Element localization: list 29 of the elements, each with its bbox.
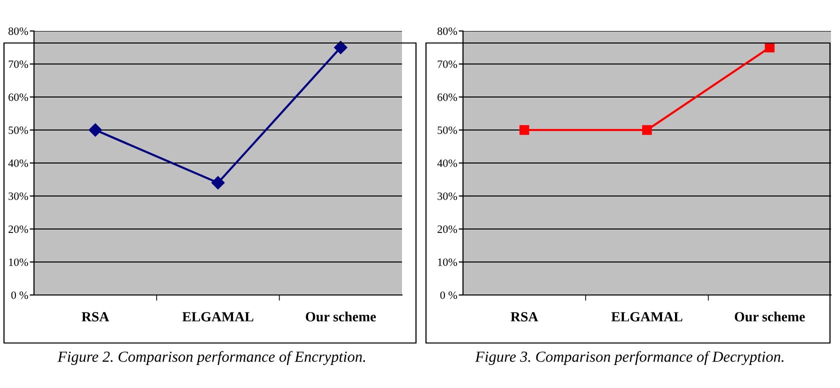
- y-tick-label: 70%: [438, 60, 458, 68]
- x-tick-label: Our scheme: [306, 312, 376, 322]
- y-tick-label: 30%: [8, 192, 28, 200]
- y-tick-label: 30%: [438, 192, 458, 200]
- x-tick-label: RSA: [510, 312, 538, 322]
- y-tick-label: 40%: [437, 159, 458, 167]
- point: [211, 176, 225, 190]
- y-tick-label: 80%: [438, 27, 458, 35]
- point: [88, 123, 102, 137]
- y-tick-label: 20%: [438, 225, 458, 233]
- x-tick-label: RSA: [82, 312, 110, 322]
- y-tick-label: 50%: [438, 126, 458, 134]
- y-tick-label: 10%: [9, 258, 28, 266]
- y-tick-label: 0 %: [440, 291, 458, 299]
- y-tick-label: 80%: [8, 27, 28, 35]
- x-tick-label: Our scheme: [734, 312, 805, 322]
- x-tick-label: ELGAMAL: [611, 312, 682, 322]
- y-tick-label: 70%: [8, 60, 28, 68]
- y-tick-label: 20%: [8, 225, 28, 233]
- y-tick-label: 50%: [8, 126, 28, 134]
- y-tick-label: 60%: [438, 93, 458, 101]
- y-tick-label: 10%: [438, 258, 458, 266]
- y-tick-label: 40%: [8, 159, 28, 167]
- caption: Figure 2. Comparison performance of Encryption.: [58, 350, 365, 366]
- y-tick-label: 0 %: [11, 291, 28, 299]
- x-tick-label: ELGAMAL: [182, 312, 254, 322]
- caption: Figure 3. Comparison performance of Decryption.: [475, 350, 784, 366]
- y-tick-label: 60%: [8, 93, 28, 101]
- point: [334, 40, 348, 54]
